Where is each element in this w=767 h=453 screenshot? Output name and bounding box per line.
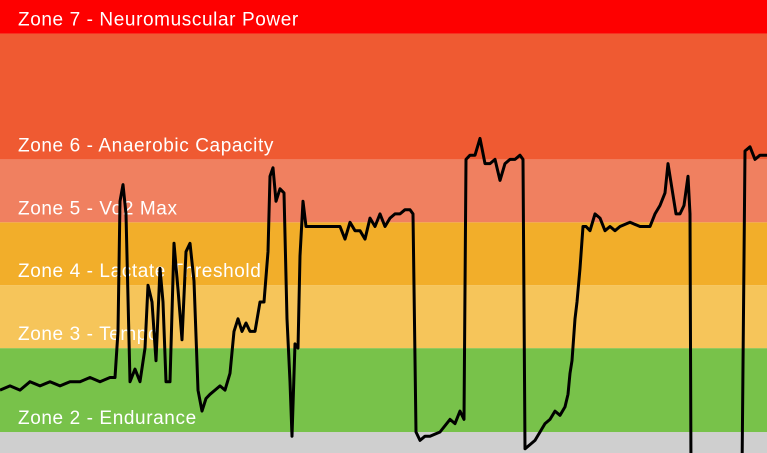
zone-label: Zone 5 - Vo2 Max — [18, 198, 178, 219]
zone-band — [0, 33, 767, 160]
zone-band — [0, 0, 767, 34]
zone-band — [0, 348, 767, 433]
zone-labels: Zone 2 - Endurance Zone 3 - Tempo Zone 4 -… — [18, 10, 299, 429]
zone-band — [0, 432, 767, 453]
zone-label: Zone 6 - Anaerobic Capacity — [18, 135, 274, 156]
power-line — [0, 136, 767, 453]
power-trace — [0, 136, 767, 453]
zone-label: Zone 4 - Lactate Threshold — [18, 261, 261, 282]
zone-label: Zone 2 - Endurance — [18, 408, 197, 429]
zone-label: Zone 3 - Tempo — [18, 324, 159, 345]
zone-label: Zone 7 - Neuromuscular Power — [18, 10, 299, 31]
zone-band — [0, 159, 767, 223]
